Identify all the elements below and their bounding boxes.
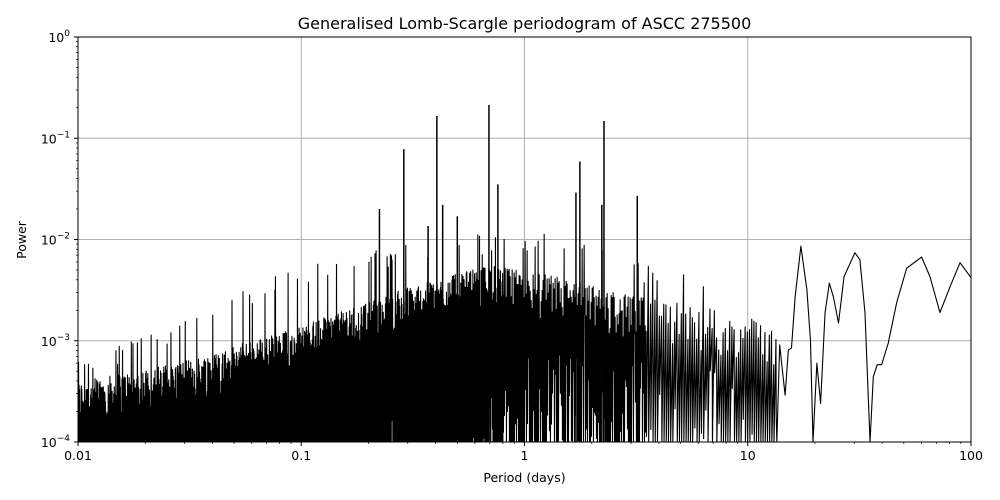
x-axis-label: Period (days) — [483, 470, 565, 485]
x-tick-label: 10 — [740, 448, 756, 463]
x-tick-label: 0.1 — [291, 448, 311, 463]
periodogram-line — [78, 233, 971, 442]
chart-title: Generalised Lomb-Scargle periodogram of … — [298, 14, 752, 33]
y-axis-label: Power — [14, 220, 29, 259]
y-tick-label: 10−3 — [41, 333, 70, 349]
y-tick-label: 10−4 — [41, 434, 70, 450]
y-tick-label: 100 — [48, 29, 70, 45]
axis-ticks: 0.01 0.1 1 10 100 100 10−1 10−2 10−3 10−4 — [41, 29, 983, 463]
y-tick-label: 10−2 — [41, 232, 70, 248]
series-periodogram — [78, 105, 971, 442]
y-tick-label: 10−1 — [41, 130, 70, 146]
x-tick-label: 100 — [959, 448, 983, 463]
x-tick-label: 1 — [521, 448, 529, 463]
x-tick-label: 0.01 — [64, 448, 92, 463]
